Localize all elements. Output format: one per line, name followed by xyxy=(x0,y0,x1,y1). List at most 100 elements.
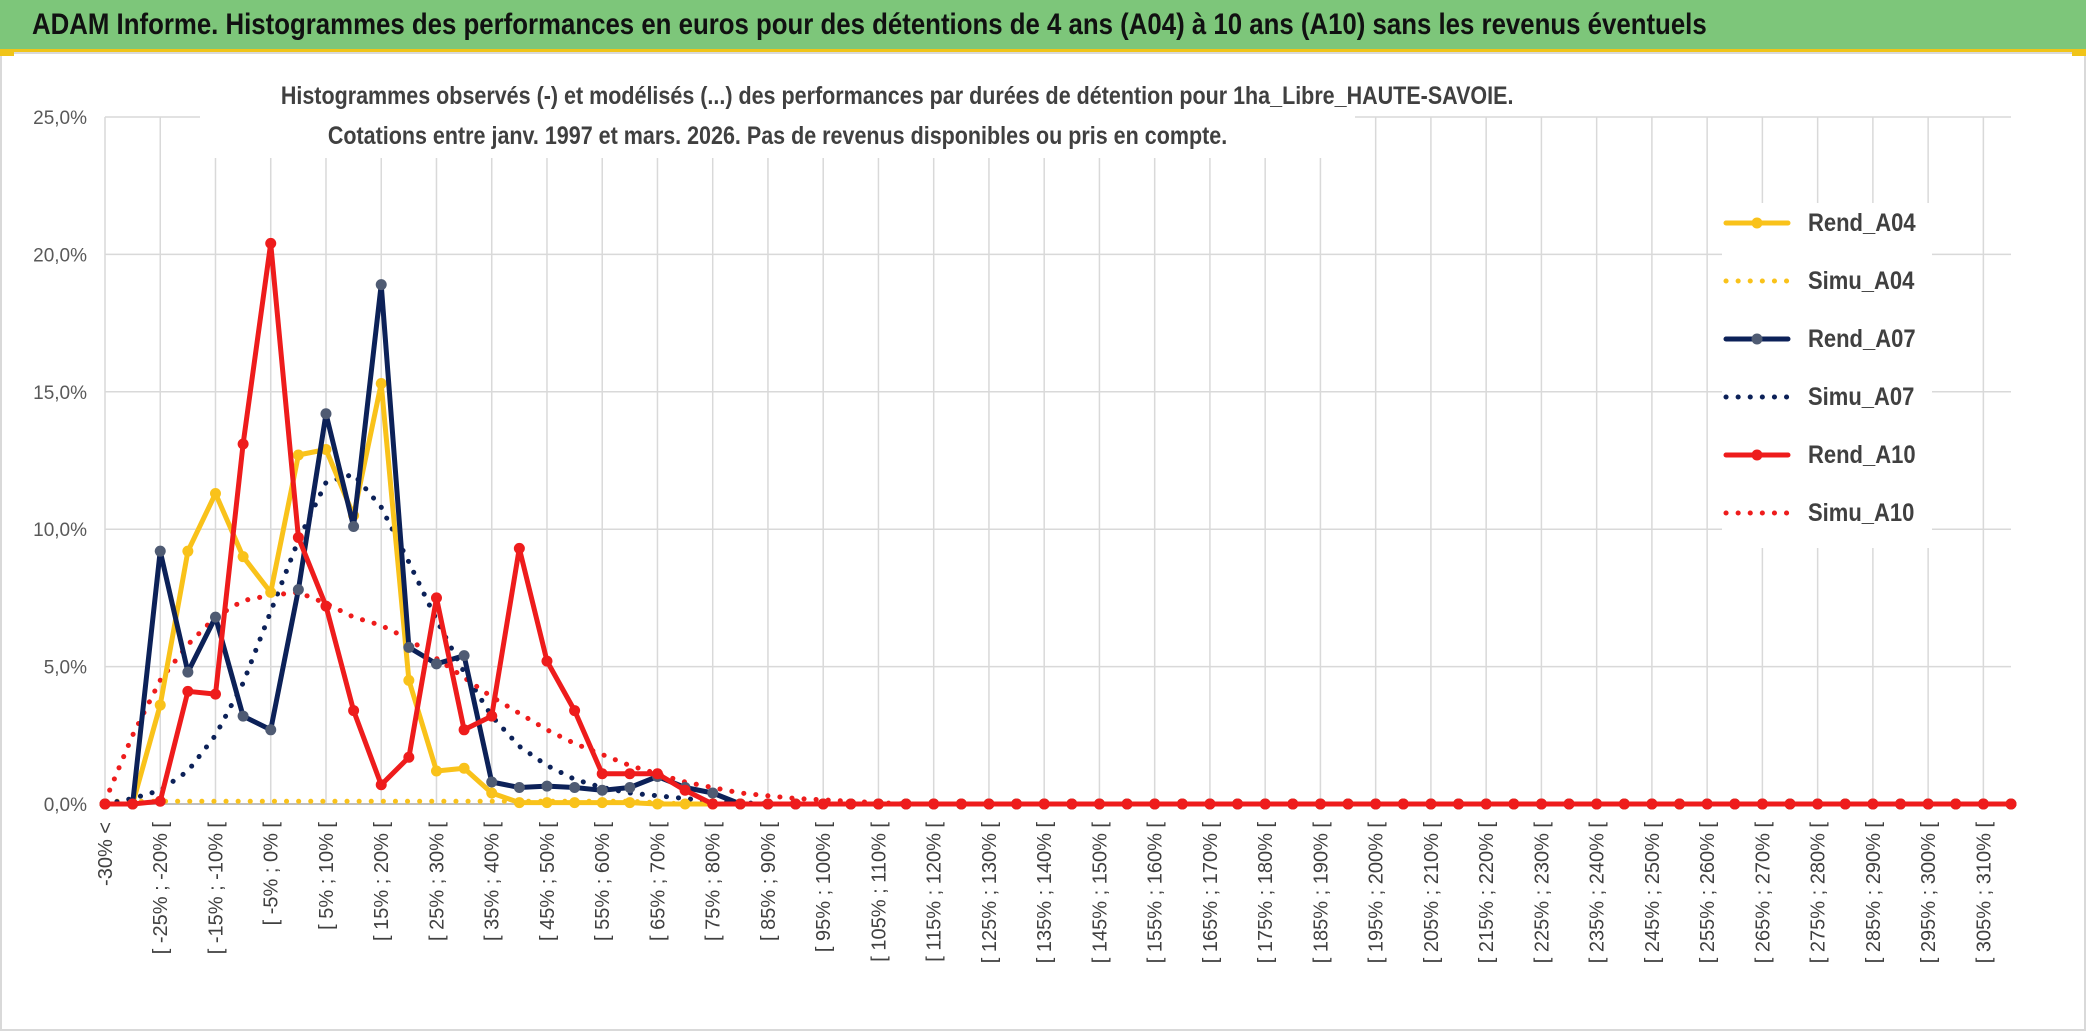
x-tick-label: [ 15% ; 20% [ xyxy=(371,822,393,941)
data-point-rend-a10 xyxy=(790,798,802,810)
data-point-rend-a10 xyxy=(209,688,221,700)
legend-item-rend-a04: Rend_A04 xyxy=(1722,203,1932,243)
data-point-rend-a10 xyxy=(127,798,139,810)
legend-swatch-rend-a10 xyxy=(1723,449,1791,461)
data-point-rend-a04 xyxy=(458,762,470,774)
x-tick-label: [ 75% ; 80% [ xyxy=(703,822,725,941)
data-point-rend-a10 xyxy=(2005,798,2017,810)
data-point-rend-a10 xyxy=(1922,798,1934,810)
data-point-rend-a10 xyxy=(1176,798,1188,810)
legend-label-rend-a10: Rend_A10 xyxy=(1808,441,1916,469)
data-point-rend-a10 xyxy=(1066,798,1078,810)
data-point-rend-a04 xyxy=(624,797,636,809)
x-tick-label: [ 295% ; 300% [ xyxy=(1918,822,1940,964)
data-point-rend-a04 xyxy=(569,797,581,809)
x-tick-label: [ 95% ; 100% [ xyxy=(813,822,835,953)
x-tick-label: [ 145% ; 150% [ xyxy=(1089,822,1111,964)
legend-swatch-rend-a07 xyxy=(1723,333,1791,345)
legend-item-rend-a07: Rend_A07 xyxy=(1722,319,1932,359)
data-point-rend-a04 xyxy=(209,487,221,499)
legend-swatch-simu-a04 xyxy=(1723,278,1791,284)
x-tick-label: [ 115% ; 120% [ xyxy=(924,822,946,962)
data-point-rend-a10 xyxy=(1011,798,1023,810)
data-point-rend-a04 xyxy=(486,787,498,799)
data-point-rend-a10 xyxy=(1867,798,1879,810)
data-point-rend-a10 xyxy=(237,438,249,450)
data-point-rend-a10 xyxy=(348,705,360,717)
x-tick-label: [ 285% ; 290% [ xyxy=(1863,822,1885,964)
data-point-rend-a10 xyxy=(1701,798,1713,810)
series-line-rend-a10 xyxy=(102,240,2014,807)
data-point-rend-a07 xyxy=(707,787,719,799)
data-point-rend-a10 xyxy=(872,798,884,810)
x-tick-label: [ 265% ; 270% [ xyxy=(1752,822,1774,964)
data-point-rend-a10 xyxy=(1535,798,1547,810)
data-point-rend-a10 xyxy=(375,779,387,791)
x-tick-label: [ 255% ; 260% [ xyxy=(1697,822,1719,964)
y-tick-label: 5,0% xyxy=(44,658,87,679)
data-point-rend-a10 xyxy=(1563,798,1575,810)
data-point-rend-a04 xyxy=(375,378,387,390)
data-point-rend-a04 xyxy=(237,551,249,563)
data-point-rend-a10 xyxy=(99,798,111,810)
data-point-rend-a10 xyxy=(1342,798,1354,810)
data-point-rend-a10 xyxy=(1950,798,1962,810)
data-point-rend-a10 xyxy=(292,531,304,543)
data-point-rend-a07 xyxy=(154,545,166,557)
x-tick-label: [ 235% ; 240% [ xyxy=(1587,822,1609,964)
x-tick-label: [ 245% ; 250% [ xyxy=(1642,822,1664,964)
data-point-rend-a10 xyxy=(182,685,194,697)
data-point-rend-a10 xyxy=(1729,798,1741,810)
data-point-rend-a10 xyxy=(1453,798,1465,810)
legend-label-simu-a10: Simu_A10 xyxy=(1808,499,1915,527)
data-point-rend-a10 xyxy=(1093,798,1105,810)
data-point-rend-a10 xyxy=(1480,798,1492,810)
data-point-rend-a10 xyxy=(1232,798,1244,810)
data-point-rend-a07 xyxy=(375,279,387,291)
data-point-rend-a04 xyxy=(541,797,553,809)
data-point-rend-a10 xyxy=(1038,798,1050,810)
x-tick-label: [ 225% ; 230% [ xyxy=(1531,822,1553,964)
data-point-rend-a10 xyxy=(265,237,277,249)
x-tick-label: [ 205% ; 210% [ xyxy=(1421,822,1443,964)
data-point-rend-a10 xyxy=(1895,798,1907,810)
frame-corner-right xyxy=(2072,50,2086,56)
y-tick-label: 0,0% xyxy=(44,795,87,816)
x-tick-label: [ 185% ; 190% [ xyxy=(1310,822,1332,964)
legend-label-rend-a04: Rend_A04 xyxy=(1808,209,1916,237)
x-tick-label: [ 25% ; 30% [ xyxy=(426,822,448,941)
data-point-rend-a07 xyxy=(486,776,498,788)
x-tick-label: [ 125% ; 130% [ xyxy=(979,822,1001,964)
data-point-rend-a04 xyxy=(513,797,525,809)
data-point-rend-a10 xyxy=(734,798,746,810)
data-point-rend-a04 xyxy=(403,674,415,686)
data-point-rend-a07 xyxy=(348,520,360,532)
x-tick-label: [ 65% ; 70% [ xyxy=(647,822,669,941)
data-point-rend-a10 xyxy=(1977,798,1989,810)
data-point-rend-a10 xyxy=(624,768,636,780)
data-point-rend-a10 xyxy=(1149,798,1161,810)
legend-label-rend-a07: Rend_A07 xyxy=(1808,325,1916,353)
data-point-rend-a10 xyxy=(1259,798,1271,810)
chart-subtitle: Cotations entre janv. 1997 et mars. 2026… xyxy=(327,122,1228,150)
data-point-rend-a07 xyxy=(513,782,525,794)
data-point-rend-a10 xyxy=(983,798,995,810)
data-point-rend-a04 xyxy=(154,699,166,711)
x-tick-label: -30% < xyxy=(95,822,117,886)
data-point-rend-a04 xyxy=(430,765,442,777)
data-point-rend-a10 xyxy=(596,768,608,780)
legend-label-simu-a07: Simu_A07 xyxy=(1808,383,1915,411)
data-point-rend-a07 xyxy=(209,611,221,623)
data-point-rend-a07 xyxy=(403,641,415,653)
data-point-rend-a10 xyxy=(1397,798,1409,810)
x-tick-label: [ -5% ; 0% [ xyxy=(261,822,283,926)
x-tick-label: [ 135% ; 140% [ xyxy=(1034,822,1056,964)
legend-swatch-simu-a10 xyxy=(1723,510,1791,516)
data-point-rend-a10 xyxy=(1425,798,1437,810)
x-tick-label: [ 275% ; 280% [ xyxy=(1808,822,1830,964)
y-tick-label: 25,0% xyxy=(33,108,87,129)
data-point-rend-a10 xyxy=(1756,798,1768,810)
data-point-rend-a07 xyxy=(292,584,304,596)
data-point-rend-a10 xyxy=(1812,798,1824,810)
